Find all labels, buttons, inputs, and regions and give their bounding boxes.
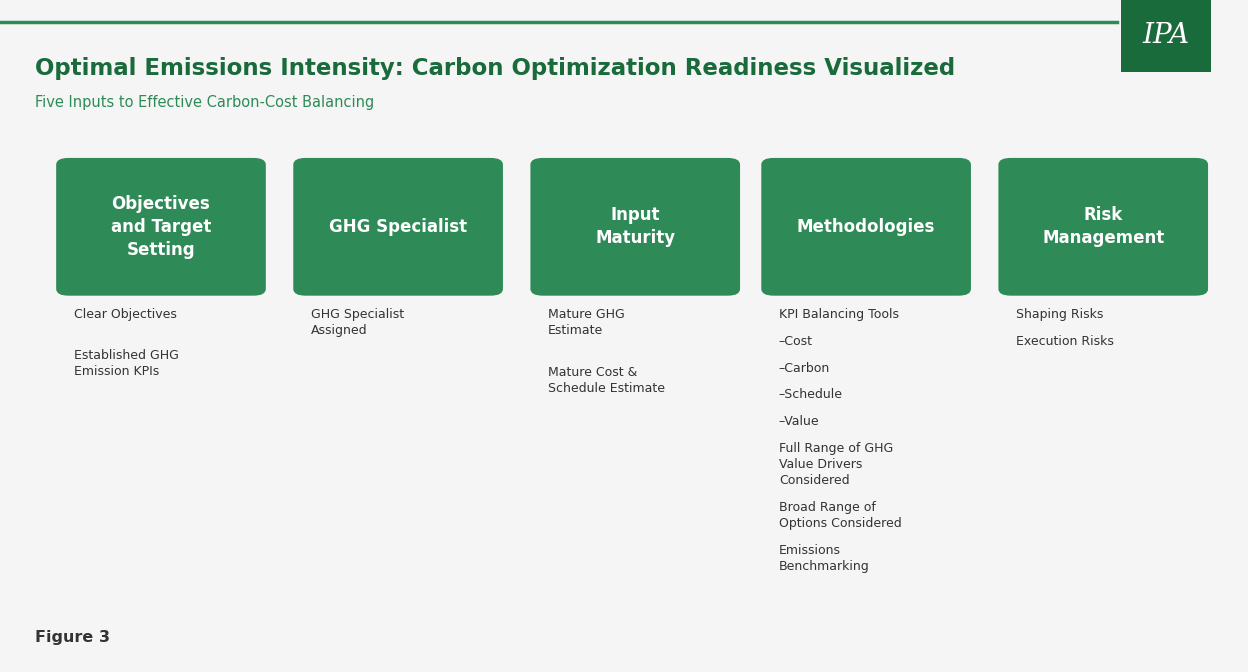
Text: Optimal Emissions Intensity: Carbon Optimization Readiness Visualized: Optimal Emissions Intensity: Carbon Opti… bbox=[35, 57, 955, 80]
Text: KPI Balancing Tools: KPI Balancing Tools bbox=[779, 308, 899, 321]
Text: –Schedule: –Schedule bbox=[779, 388, 842, 401]
FancyBboxPatch shape bbox=[530, 158, 740, 296]
FancyBboxPatch shape bbox=[761, 158, 971, 296]
Text: Risk
Management: Risk Management bbox=[1042, 206, 1164, 247]
Text: +: + bbox=[921, 212, 946, 241]
Text: IPA: IPA bbox=[1142, 22, 1189, 50]
Text: +: + bbox=[218, 212, 243, 241]
Text: Execution Risks: Execution Risks bbox=[1016, 335, 1113, 347]
Text: –Carbon: –Carbon bbox=[779, 362, 830, 374]
Text: Figure 3: Figure 3 bbox=[35, 630, 110, 645]
Text: +: + bbox=[686, 212, 711, 241]
Text: Shaping Risks: Shaping Risks bbox=[1016, 308, 1103, 321]
Text: +: + bbox=[456, 212, 480, 241]
Text: Established GHG
Emission KPIs: Established GHG Emission KPIs bbox=[74, 349, 178, 378]
Text: Objectives
and Target
Setting: Objectives and Target Setting bbox=[111, 195, 211, 259]
Text: Mature Cost &
Schedule Estimate: Mature Cost & Schedule Estimate bbox=[548, 366, 665, 394]
Text: –Cost: –Cost bbox=[779, 335, 812, 347]
Text: Full Range of GHG
Value Drivers
Considered: Full Range of GHG Value Drivers Consider… bbox=[779, 442, 894, 487]
Text: –Value: –Value bbox=[779, 415, 820, 428]
Text: GHG Specialist
Assigned: GHG Specialist Assigned bbox=[311, 308, 404, 337]
Text: GHG Specialist: GHG Specialist bbox=[329, 218, 467, 236]
Text: Clear Objectives: Clear Objectives bbox=[74, 308, 176, 321]
Text: Methodologies: Methodologies bbox=[797, 218, 935, 236]
Text: Broad Range of
Options Considered: Broad Range of Options Considered bbox=[779, 501, 901, 530]
FancyBboxPatch shape bbox=[293, 158, 503, 296]
Text: Mature GHG
Estimate: Mature GHG Estimate bbox=[548, 308, 624, 337]
Text: Five Inputs to Effective Carbon-Cost Balancing: Five Inputs to Effective Carbon-Cost Bal… bbox=[35, 95, 374, 110]
Text: Input
Maturity: Input Maturity bbox=[595, 206, 675, 247]
FancyBboxPatch shape bbox=[998, 158, 1208, 296]
FancyBboxPatch shape bbox=[56, 158, 266, 296]
FancyBboxPatch shape bbox=[1121, 0, 1211, 72]
Text: Emissions
Benchmarking: Emissions Benchmarking bbox=[779, 544, 870, 573]
